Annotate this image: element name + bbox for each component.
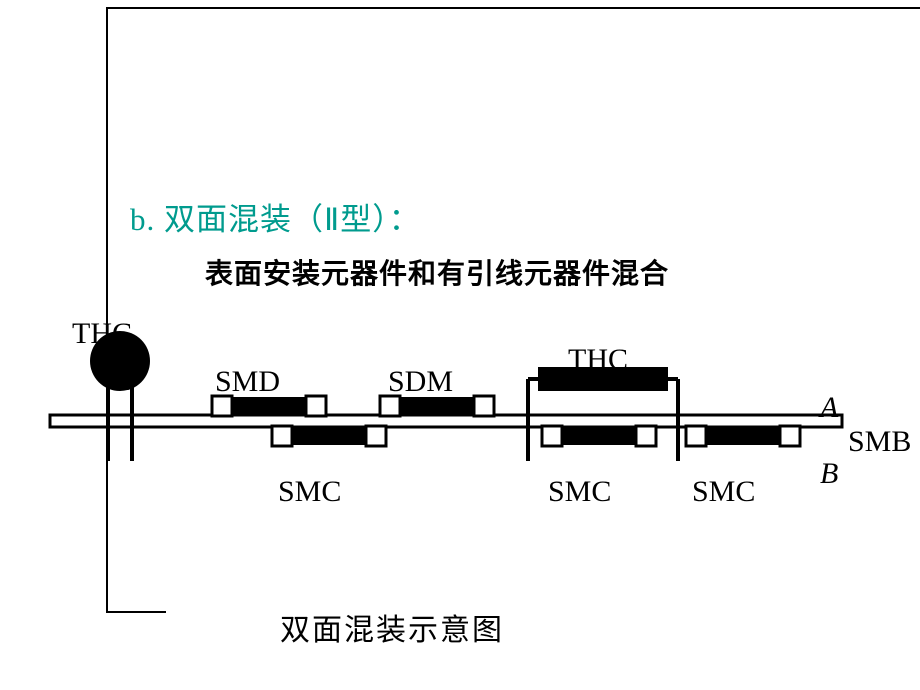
label-thc-rect: THC	[568, 343, 628, 377]
label-smc-b2: SMC	[548, 475, 611, 509]
label-smb: SMB	[848, 425, 911, 459]
label-thc-ball: THC	[72, 317, 132, 351]
section-heading: b. 双面混装（Ⅱ型）：	[130, 194, 421, 239]
label-smc-b1: SMC	[278, 475, 341, 509]
label-side-a: A	[820, 391, 838, 425]
label-sdm-top2: SDM	[388, 365, 453, 399]
label-smd-top1: SMD	[215, 365, 280, 399]
assembly-diagram: THC SMD SDM THC SMC SMC SMC A B SMB	[0, 285, 920, 545]
slide-frame-bottom-left	[106, 611, 166, 613]
diagram-caption: 双面混装示意图	[280, 605, 504, 649]
slide-frame-top	[106, 7, 920, 9]
label-side-b: B	[820, 457, 838, 491]
label-smc-b3: SMC	[692, 475, 755, 509]
diagram-svg	[0, 285, 920, 545]
